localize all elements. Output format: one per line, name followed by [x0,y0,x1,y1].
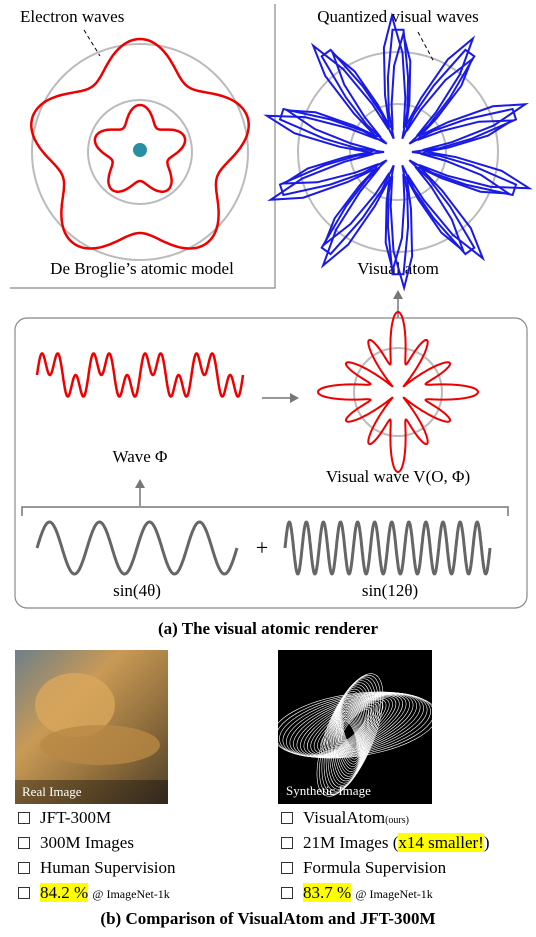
arrow-head [290,393,299,403]
list-item: Human Supervision [18,858,176,878]
synthetic-image [278,650,432,804]
plus: + [256,535,268,560]
list-item: 300M Images [18,833,134,853]
text: ) [484,833,490,852]
list-item: 83.7 % @ ImageNet-1k [281,883,433,904]
caption: sin(4θ) [113,581,161,600]
image-label: Synthetic Image [286,783,371,798]
highlight: x14 smaller! [398,833,483,852]
caption: sin(12θ) [362,581,418,600]
note: (ours) [385,815,409,826]
caption: (b) Comparison of VisualAtom and JFT-300… [100,909,435,928]
nucleus [133,143,147,157]
caption: Wave Φ [113,447,168,466]
caption: De Broglie’s atomic model [50,259,234,278]
orbit [354,348,442,436]
pointer [418,32,434,62]
list-item: JFT-300M [18,808,111,828]
arrow-head [135,479,145,488]
bracket [22,507,508,516]
text: 300M Images [40,833,134,852]
image-label: Real Image [22,784,82,799]
text: Formula Supervision [303,858,446,877]
label: Quantized visual waves [317,7,478,26]
pointer [84,30,100,56]
label: Electron waves [20,7,124,26]
sine-wave [285,522,490,574]
list-item: 21M Images (x14 smaller!) [281,833,490,853]
text: Human Supervision [40,858,176,877]
list-item: 84.2 % @ ImageNet-1k [18,883,170,904]
quantized-wave [284,34,512,270]
caption: Visual wave V(O, Φ) [326,467,470,486]
lion-body [40,725,160,765]
list-item: Formula Supervision [281,858,446,878]
sine-wave [37,522,237,574]
text: JFT-300M [40,808,111,827]
figure: Electron waves De Broglie’s atomic model… [0,0,536,937]
orbit [298,52,498,252]
wave-phi [37,354,243,397]
text: 21M Images ( [303,833,398,852]
quantized-wave [280,30,516,274]
caption: (a) The visual atomic renderer [158,619,378,638]
score: 83.7 % [303,883,351,902]
visual-wave [318,312,478,472]
score: 84.2 % [40,883,88,902]
benchmark: @ ImageNet-1k [355,887,432,901]
list-item: VisualAtom(ours) [281,808,409,831]
quantized-wave [267,16,529,288]
text: VisualAtom [303,808,385,827]
benchmark: @ ImageNet-1k [92,887,169,901]
page: Electron waves De Broglie’s atomic model… [0,0,536,937]
arrow-head [393,290,403,299]
